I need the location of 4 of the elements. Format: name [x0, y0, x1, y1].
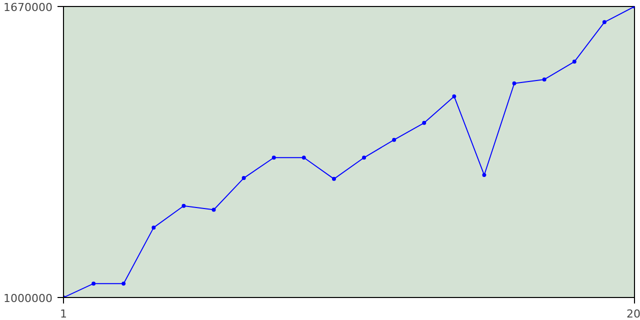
y-tick-label: 1670000 [4, 1, 53, 14]
x-tick-label: 20 [626, 308, 640, 320]
x-tick-label: 1 [60, 308, 67, 320]
y-tick-label: 1000000 [4, 292, 53, 305]
